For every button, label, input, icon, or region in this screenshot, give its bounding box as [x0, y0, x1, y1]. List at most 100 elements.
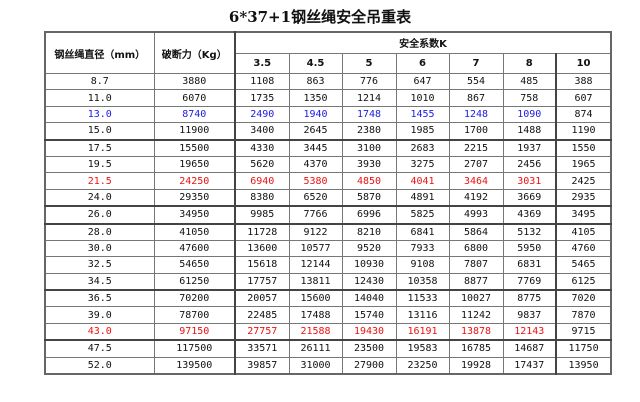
load-cell: 13600	[234, 239, 290, 258]
table-row: 39.0 78700 22485 17488 15740 13116 11242 9837 78…	[44, 306, 612, 324]
load-cell: 12143	[502, 322, 557, 342]
load-cell: 19928	[448, 356, 504, 375]
load-cell: 23500	[341, 339, 397, 358]
load-cell: 13950	[554, 356, 612, 375]
load-cell: 1488	[502, 122, 557, 141]
load-cell: 19583	[395, 339, 450, 358]
load-cell: 1455	[395, 105, 450, 124]
load-cell: 7766	[288, 205, 343, 225]
load-cell: 11242	[448, 306, 504, 324]
load-cell: 31000	[288, 356, 343, 375]
load-cell: 3669	[502, 188, 557, 208]
load-cell: 20057	[234, 289, 290, 308]
load-cell: 11728	[234, 223, 290, 241]
load-cell: 1350	[288, 89, 343, 107]
load-cell: 3495	[554, 205, 612, 225]
load-cell: 2425	[554, 172, 612, 190]
header-factor-7: 7	[448, 52, 504, 74]
load-cell: 3400	[234, 122, 290, 141]
load-cell: 6996	[341, 205, 397, 225]
load-cell: 1937	[502, 139, 557, 157]
load-cell: 1748	[341, 105, 397, 124]
table-row: 21.5 24250 6940 5380 4850 4041 3464 3031 2425	[44, 172, 612, 190]
load-cell: 17757	[234, 272, 290, 292]
breaking-force-cell: 3880	[153, 72, 236, 91]
table-row: 32.5 54650 15618 12144 10930 9108 7807 6831 5465	[44, 256, 612, 274]
load-cell: 647	[395, 72, 450, 91]
table-row: 28.0 41050 11728 9122 8210 6841 5864 5132 4105	[44, 223, 612, 241]
table-row: 52.0 139500 39857 31000 27900 23250 19928 17437…	[44, 356, 612, 375]
load-cell: 23250	[395, 356, 450, 375]
breaking-force-cell: 139500	[153, 356, 236, 375]
load-cell: 485	[502, 72, 557, 91]
breaking-force-cell: 15500	[153, 139, 236, 157]
load-cell: 3445	[288, 139, 343, 157]
diameter-cell: 15.0	[44, 122, 155, 141]
table-row: 19.5 19650 5620 4370 3930 3275 2707 2456 1965	[44, 155, 612, 174]
load-cell: 554	[448, 72, 504, 91]
load-cell: 607	[554, 89, 612, 107]
diameter-cell: 11.0	[44, 89, 155, 107]
diameter-cell: 52.0	[44, 356, 155, 375]
load-cell: 1248	[448, 105, 504, 124]
load-cell: 10577	[288, 239, 343, 258]
breaking-force-cell: 29350	[153, 188, 236, 208]
diameter-cell: 43.0	[44, 322, 155, 342]
load-cell: 5132	[502, 223, 557, 241]
load-cell: 2683	[395, 139, 450, 157]
load-cell: 4330	[234, 139, 290, 157]
load-cell: 39857	[234, 356, 290, 375]
load-cell: 27757	[234, 322, 290, 342]
load-cell: 5465	[554, 256, 612, 274]
breaking-force-cell: 61250	[153, 272, 236, 292]
table-row: 26.0 34950 9985 7766 6996 5825 4993 4369 3495	[44, 205, 612, 225]
table-row: 13.0 8740 2490 1940 1748 1455 1248 1090 874	[44, 105, 612, 124]
load-cell: 9985	[234, 205, 290, 225]
load-cell: 2935	[554, 188, 612, 208]
load-cell: 10027	[448, 289, 504, 308]
load-cell: 2215	[448, 139, 504, 157]
load-cell: 3930	[341, 155, 397, 174]
header-factor-3.5: 3.5	[234, 52, 290, 74]
table-row: 15.0 11900 3400 2645 2380 1985 1700 1488 1190	[44, 122, 612, 141]
table-row: 8.7 3880 1108 863 776 647 554 485 388	[44, 72, 612, 91]
load-cell: 874	[554, 105, 612, 124]
load-cell: 13116	[395, 306, 450, 324]
load-cell: 1940	[288, 105, 343, 124]
load-cell: 17437	[502, 356, 557, 375]
load-cell: 15740	[341, 306, 397, 324]
load-cell: 776	[341, 72, 397, 91]
header-breaking-force: 破断力（Kg）	[153, 31, 236, 74]
load-cell: 11533	[395, 289, 450, 308]
load-cell: 4369	[502, 205, 557, 225]
header-factor-8: 8	[502, 52, 557, 74]
header-factor-6: 6	[395, 52, 450, 74]
breaking-force-cell: 41050	[153, 223, 236, 241]
diameter-cell: 17.5	[44, 139, 155, 157]
load-cell: 26111	[288, 339, 343, 358]
breaking-force-cell: 117500	[153, 339, 236, 358]
load-cell: 3100	[341, 139, 397, 157]
diameter-cell: 26.0	[44, 205, 155, 225]
breaking-force-cell: 24250	[153, 172, 236, 190]
table-row: 43.0 97150 27757 21588 19430 16191 13878 12143 9…	[44, 322, 612, 342]
load-cell: 863	[288, 72, 343, 91]
load-cell: 388	[554, 72, 612, 91]
load-cell: 4993	[448, 205, 504, 225]
diameter-cell: 36.5	[44, 289, 155, 308]
header-factor-4.5: 4.5	[288, 52, 343, 74]
table-row: 36.5 70200 20057 15600 14040 11533 10027 8775 70…	[44, 289, 612, 308]
diameter-cell: 28.0	[44, 223, 155, 241]
load-cell: 5380	[288, 172, 343, 190]
load-cell: 1985	[395, 122, 450, 141]
diameter-cell: 21.5	[44, 172, 155, 190]
table-row: 24.0 29350 8380 6520 5870 4891 4192 3669 2935	[44, 188, 612, 208]
breaking-force-cell: 11900	[153, 122, 236, 141]
load-cell: 13878	[448, 322, 504, 342]
load-cell: 6841	[395, 223, 450, 241]
load-cell: 22485	[234, 306, 290, 324]
breaking-force-cell: 70200	[153, 289, 236, 308]
diameter-cell: 13.0	[44, 105, 155, 124]
load-cell: 17488	[288, 306, 343, 324]
load-cell: 21588	[288, 322, 343, 342]
